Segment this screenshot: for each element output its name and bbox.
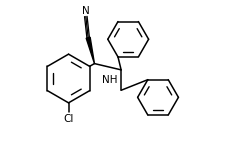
Text: N: N (82, 6, 90, 16)
Text: Cl: Cl (63, 114, 74, 124)
Polygon shape (86, 37, 94, 64)
Text: NH: NH (102, 75, 117, 85)
